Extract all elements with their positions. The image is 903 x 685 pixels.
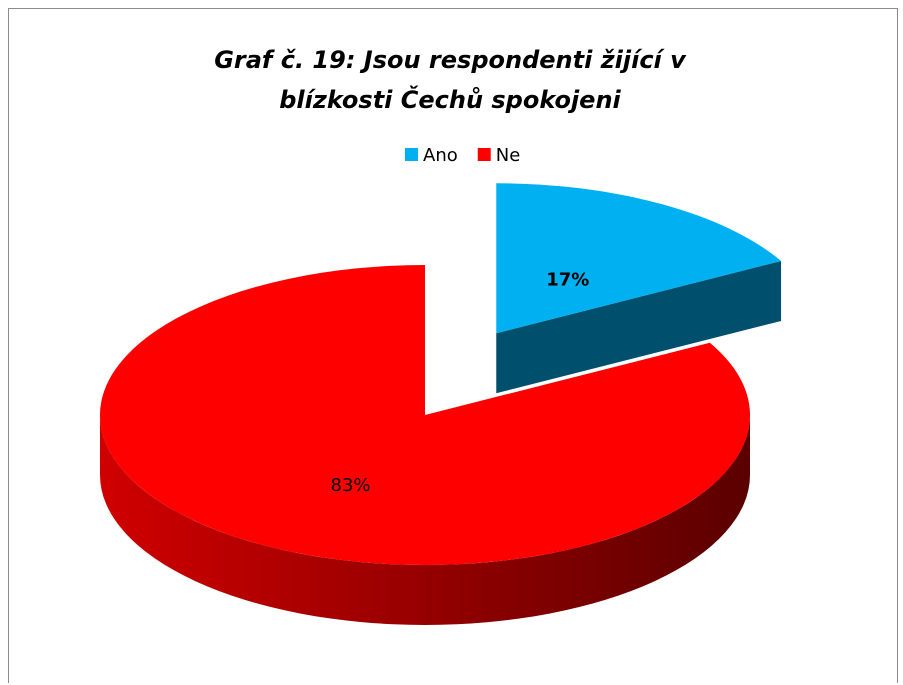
pie-slice [496,183,782,394]
legend-swatch [477,148,491,161]
slice-side [100,415,750,625]
legend-label: Ano [423,145,458,166]
chart-frame [8,8,898,683]
pie-slice [99,264,750,625]
slice-top [99,264,750,565]
data-label: 83% [331,475,371,496]
chart-title: Graf č. 19: Jsou respondenti žijící v bl… [214,46,686,114]
data-label: 17% [546,270,589,291]
slice-top [496,183,782,334]
legend-label: Ne [496,145,521,166]
legend-swatch [405,148,418,161]
slice-cut-face [496,260,782,394]
